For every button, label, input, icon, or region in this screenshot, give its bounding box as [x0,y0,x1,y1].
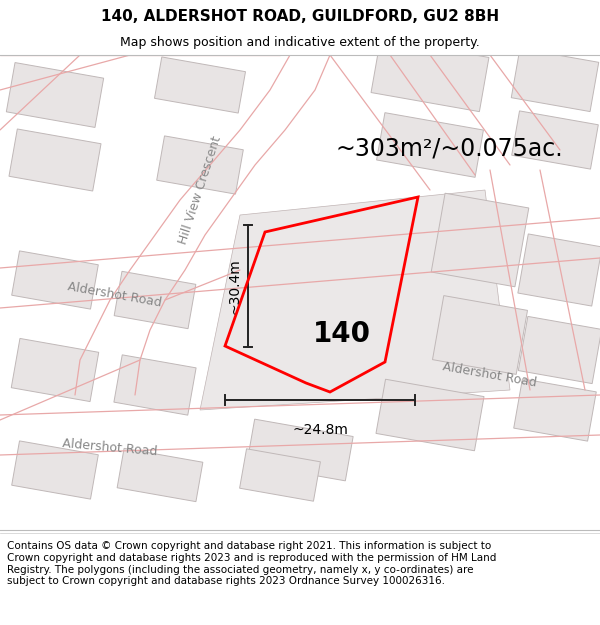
Polygon shape [200,190,510,410]
Polygon shape [12,441,98,499]
Text: Aldershot Road: Aldershot Road [67,281,163,309]
Text: Aldershot Road: Aldershot Road [442,361,538,389]
Text: Contains OS data © Crown copyright and database right 2021. This information is : Contains OS data © Crown copyright and d… [7,541,497,586]
Polygon shape [377,112,484,178]
Polygon shape [114,355,196,415]
Polygon shape [247,419,353,481]
Polygon shape [431,193,529,287]
Text: 140, ALDERSHOT ROAD, GUILDFORD, GU2 8BH: 140, ALDERSHOT ROAD, GUILDFORD, GU2 8BH [101,9,499,24]
Polygon shape [376,379,484,451]
Polygon shape [157,136,243,194]
Polygon shape [11,338,99,402]
Polygon shape [511,48,599,112]
Text: ~303m²/~0.075ac.: ~303m²/~0.075ac. [335,136,563,160]
Text: ~30.4m: ~30.4m [227,258,241,314]
Polygon shape [514,379,596,441]
Polygon shape [433,296,527,374]
Polygon shape [9,129,101,191]
Polygon shape [371,38,489,112]
Polygon shape [512,111,598,169]
Text: ~24.8m: ~24.8m [292,423,348,437]
Text: Map shows position and indicative extent of the property.: Map shows position and indicative extent… [120,36,480,49]
Polygon shape [239,449,320,501]
Polygon shape [12,251,98,309]
Polygon shape [7,62,104,127]
Text: 140: 140 [313,319,371,348]
Polygon shape [117,448,203,502]
Text: Aldershot Road: Aldershot Road [62,438,158,459]
Polygon shape [114,271,196,329]
Polygon shape [518,234,600,306]
Text: Hill View Crescent: Hill View Crescent [176,134,224,246]
Polygon shape [518,316,600,384]
Polygon shape [154,57,245,113]
